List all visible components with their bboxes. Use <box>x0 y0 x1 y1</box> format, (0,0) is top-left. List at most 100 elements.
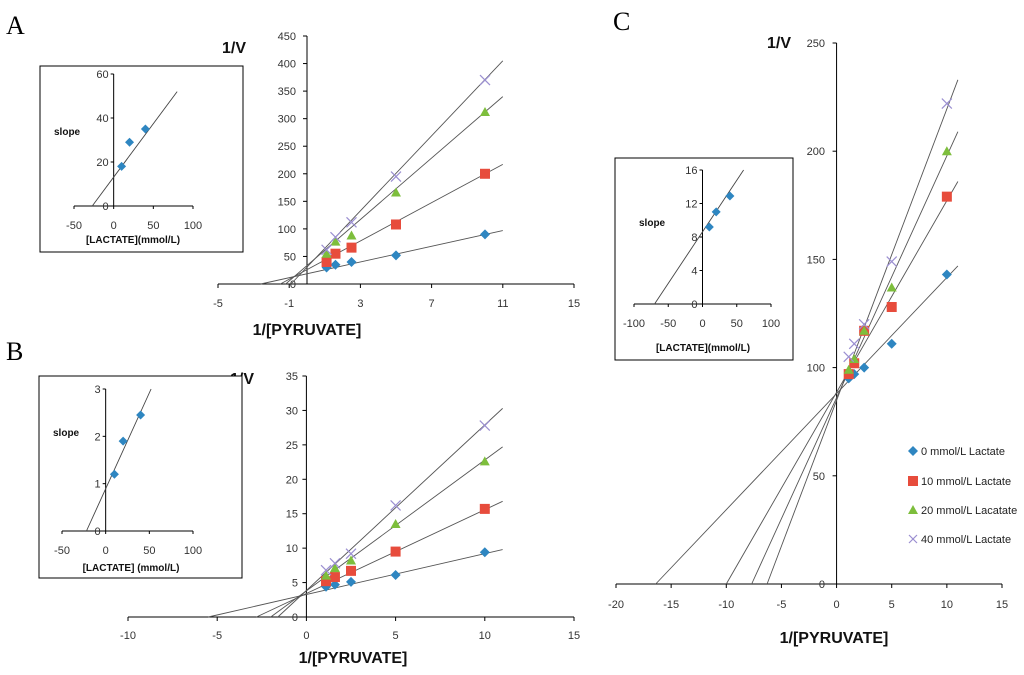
panel-a-point-s2-2 <box>346 230 357 240</box>
panel-a-ytick-label: 350 <box>278 86 296 98</box>
panel-c-point-s0-2 <box>859 362 870 373</box>
panel-c-inset-xtick-label: 100 <box>762 318 780 330</box>
panel-c-inset-ytick-label: 0 <box>691 299 697 311</box>
panel-b-inset-ytick-label: 3 <box>95 384 101 396</box>
panel-b-xtick-label: 0 <box>303 630 309 642</box>
panel-b-point-s3-2 <box>345 548 357 560</box>
panel-a-point-s1-4 <box>480 168 490 179</box>
panel-c-point-s2-2 <box>859 325 870 335</box>
panel-c-inset-point-1 <box>711 207 721 217</box>
panel-b-point-s2-1 <box>329 563 340 573</box>
panel-c-point-s3-2 <box>858 318 870 330</box>
panel-b-inset-ytick-label: 1 <box>95 479 101 491</box>
panel-a-point-s3-3 <box>390 171 402 182</box>
panel-c-inset-ytick-label: 4 <box>691 266 697 278</box>
panel-b-point-s1-0 <box>321 576 332 587</box>
panel-b-inset-xlabel: [LACTATE] (mmol/L) <box>83 563 180 574</box>
panel-a-xtick-label: -1 <box>284 298 294 310</box>
panel-a-point-s3-0 <box>321 244 333 256</box>
panel-a-inset-fit-line <box>91 91 178 207</box>
panel-b-ytick-label: 30 <box>286 405 298 417</box>
panel-c-xtick-label: 10 <box>941 599 953 611</box>
panel-a-point-s1-0 <box>321 256 332 267</box>
panel-c-xtick-label: -20 <box>608 599 624 611</box>
panel-b-xtick-label: 15 <box>568 630 580 642</box>
panel-a-point-s3-4 <box>479 74 491 86</box>
panel-c-inset-xtick-label: -50 <box>660 318 676 330</box>
panel-c-ylabel: 1/V <box>767 35 791 52</box>
panel-c-point-s3-4 <box>941 98 953 110</box>
panel-b-point-s3-3 <box>390 500 402 511</box>
panel-c-xtick-label: -5 <box>777 599 787 611</box>
panel-a-inset-xlabel: [LACTATE](mmol/L) <box>86 235 180 246</box>
panel-a-fit-line-0 <box>260 230 503 285</box>
legend-marker-3 <box>908 534 918 544</box>
panel-c-inset-xtick-label: 0 <box>699 318 705 330</box>
panel-b-ytick-label: 10 <box>286 543 298 555</box>
panel-c-xtick-label: -10 <box>718 599 734 611</box>
panel-c-point-s2-0 <box>843 364 854 374</box>
panel-b-point-s1-2 <box>346 565 356 576</box>
panel-b-inset-ylabel: slope <box>53 428 80 439</box>
panel-b-inset-xtick-label: 100 <box>184 545 202 557</box>
panel-c-point-s1-4 <box>941 191 952 202</box>
panel-c-point-s2-3 <box>886 282 897 292</box>
panel-a-inset-ylabel: slope <box>54 127 81 138</box>
panel-a-point-s2-3 <box>391 187 401 197</box>
panel-c-ytick-label: 100 <box>807 363 825 375</box>
panel-a-point-s1-1 <box>330 248 341 259</box>
panel-c-ytick-label: 150 <box>807 254 825 266</box>
panel-c-point-s3-3 <box>886 256 898 267</box>
panel-c-ytick-label: 0 <box>819 579 825 591</box>
panel-c-point-s0-4 <box>941 269 952 280</box>
panel-a-ytick-label: 200 <box>278 169 296 181</box>
panel-b-point-s1-3 <box>390 546 401 557</box>
panel-a-xtick-label: 7 <box>429 298 435 310</box>
panel-c-inset-fit-line <box>654 169 744 305</box>
panel-b-ytick-label: 20 <box>286 474 298 486</box>
panel-c-xtick-label: -15 <box>663 599 679 611</box>
panel-a-inset-ytick-label: 0 <box>103 201 109 213</box>
panel-a-point-s2-1 <box>330 236 341 246</box>
panel-a-ytick-label: 450 <box>278 31 296 43</box>
panel-c-xtick-label: 15 <box>996 599 1008 611</box>
panel-a-ytick-label: 400 <box>278 59 296 71</box>
panel-a-point-s2-4 <box>480 107 490 117</box>
panel-b-point-s3-1 <box>329 557 341 569</box>
panel-a-inset-ytick-label: 60 <box>96 69 108 81</box>
panel-a-point-s3-2 <box>346 216 357 228</box>
panel-a-xlabel: 1/[PYRUVATE] <box>253 322 362 339</box>
panel-a-point-s0-3 <box>391 250 401 261</box>
panel-b-letter: B <box>6 337 23 366</box>
legend-marker-0 <box>908 446 918 456</box>
panel-b-point-s1-4 <box>479 503 490 514</box>
panel-a-ylabel: 1/V <box>222 40 246 57</box>
panel-c-inset-ylabel: slope <box>639 218 666 229</box>
panel-a-inset-ytick-label: 40 <box>96 113 108 125</box>
panel-c-fit-line-0 <box>655 265 959 585</box>
panel-c-inset-xtick-label: 50 <box>731 318 743 330</box>
panel-c-point-s0-3 <box>886 338 897 349</box>
panel-b-fit-line-3 <box>277 408 503 618</box>
panel-a-inset-point-1 <box>125 137 135 147</box>
panel-a-xtick-label: -5 <box>213 298 223 310</box>
panel-b-ytick-label: 15 <box>286 509 298 521</box>
panel-b-xtick-label: 10 <box>479 630 491 642</box>
panel-c-inset-point-2 <box>725 191 735 201</box>
panel-c-ytick-label: 50 <box>813 471 825 483</box>
panel-b-xlabel: 1/[PYRUVATE] <box>299 650 408 667</box>
panel-b-inset-xtick-label: -50 <box>54 545 70 557</box>
panel-a-inset-xtick-label: 50 <box>147 220 159 232</box>
panel-a-letter: A <box>6 11 25 40</box>
panel-b-xtick-label: 5 <box>393 630 399 642</box>
panel-b-xtick-label: -5 <box>212 630 222 642</box>
panel-b-point-s3-4 <box>479 420 491 432</box>
panel-b-inset-xtick-label: 50 <box>143 545 155 557</box>
panel-b-fit-line-2 <box>270 446 503 618</box>
panel-b-inset-ytick-label: 0 <box>95 526 101 538</box>
panel-b-ytick-label: 5 <box>292 578 298 590</box>
panel-a-inset-xtick-label: -50 <box>66 220 82 232</box>
panel-c-legend: 0 mmol/L Lactate 10 mmol/L Lactate 20 mm… <box>908 446 1017 546</box>
panel-b-xtick-label: -10 <box>120 630 136 642</box>
